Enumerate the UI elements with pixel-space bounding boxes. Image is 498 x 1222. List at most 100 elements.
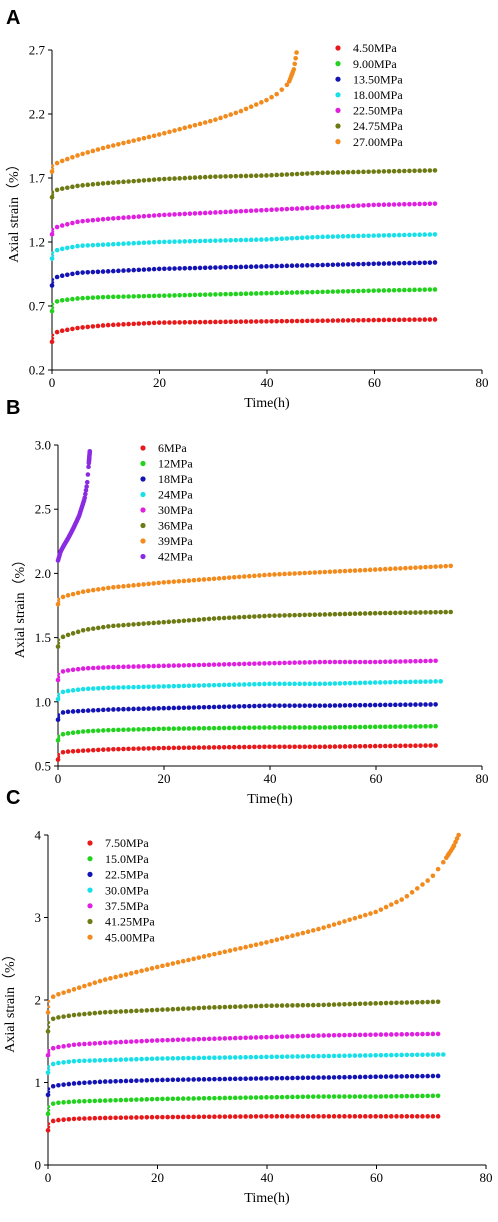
data-point xyxy=(141,746,146,751)
data-point xyxy=(386,317,392,323)
data-point xyxy=(335,289,341,294)
data-point xyxy=(336,1114,342,1119)
data-point xyxy=(151,266,157,272)
data-point xyxy=(302,703,308,708)
data-point xyxy=(284,1034,290,1039)
data-point xyxy=(56,1117,61,1123)
data-point xyxy=(207,238,213,244)
data-point xyxy=(149,1114,155,1120)
data-point xyxy=(106,585,111,591)
data-point xyxy=(212,951,217,957)
data-point xyxy=(201,704,207,710)
legend-label: 22.5MPa xyxy=(105,868,149,882)
data-point xyxy=(196,955,202,960)
legend-label: 41.25MPa xyxy=(105,915,155,929)
data-point xyxy=(292,61,298,67)
data-point xyxy=(51,227,55,231)
data-point xyxy=(330,318,336,323)
data-point xyxy=(75,325,80,331)
data-point xyxy=(423,702,428,707)
data-point xyxy=(407,260,412,266)
data-point xyxy=(71,1081,77,1086)
data-point xyxy=(60,669,66,674)
data-point xyxy=(228,264,234,270)
data-point xyxy=(381,317,387,323)
data-point xyxy=(371,202,376,208)
data-point xyxy=(282,744,287,750)
data-point xyxy=(156,239,162,245)
data-point xyxy=(56,1100,61,1106)
data-point xyxy=(382,702,388,708)
data-point xyxy=(87,1041,92,1046)
data-point xyxy=(258,1003,264,1009)
data-point xyxy=(300,1094,306,1100)
data-point xyxy=(350,203,356,209)
data-point xyxy=(45,1010,51,1015)
data-point xyxy=(172,320,177,325)
data-point xyxy=(386,233,392,238)
data-point xyxy=(154,1007,160,1013)
data-point xyxy=(101,586,106,591)
data-point xyxy=(356,288,361,294)
data-point xyxy=(367,724,373,730)
data-point xyxy=(85,243,91,248)
legend-label: 7.50MPa xyxy=(105,836,149,850)
data-point xyxy=(295,1003,300,1008)
y-tick-label: 0.5 xyxy=(35,759,51,774)
data-point xyxy=(253,1054,259,1060)
data-point xyxy=(377,743,383,749)
data-point xyxy=(131,706,136,712)
data-point xyxy=(216,615,222,621)
data-point xyxy=(398,724,403,729)
data-point xyxy=(201,1055,207,1061)
data-point xyxy=(156,663,161,669)
data-point xyxy=(264,97,269,103)
data-point xyxy=(110,241,116,247)
data-point xyxy=(247,725,252,731)
data-point xyxy=(121,179,126,185)
legend-label: 42MPa xyxy=(158,550,193,564)
data-point xyxy=(167,239,172,245)
data-point xyxy=(357,1032,363,1038)
data-point xyxy=(264,264,269,269)
data-point xyxy=(51,278,55,281)
data-point xyxy=(388,1052,394,1058)
data-point xyxy=(85,627,91,632)
data-point xyxy=(258,941,264,946)
data-point xyxy=(257,744,262,750)
data-point xyxy=(284,206,290,212)
data-point xyxy=(87,1058,92,1063)
data-point xyxy=(352,702,358,708)
data-point xyxy=(90,242,96,248)
data-point xyxy=(146,663,151,669)
data-point xyxy=(342,1001,347,1007)
data-point xyxy=(418,702,423,707)
data-point xyxy=(201,577,207,582)
data-point xyxy=(71,1012,77,1018)
data-point xyxy=(438,564,443,569)
data-point xyxy=(156,706,161,711)
data-point xyxy=(438,609,443,615)
data-point xyxy=(90,269,96,275)
data-point xyxy=(180,958,186,964)
data-point xyxy=(182,211,188,217)
data-point xyxy=(65,156,70,162)
data-point xyxy=(202,238,208,244)
data-point xyxy=(71,1058,77,1064)
data-point xyxy=(212,1036,217,1042)
data-point xyxy=(391,168,397,174)
data-point xyxy=(362,1114,368,1119)
data-point xyxy=(399,1114,404,1119)
data-point xyxy=(146,240,152,245)
data-point xyxy=(292,703,297,708)
data-point xyxy=(383,1094,389,1099)
data-point xyxy=(413,679,418,685)
data-point xyxy=(377,610,383,616)
data-point xyxy=(345,318,351,323)
data-point xyxy=(217,950,222,956)
data-point xyxy=(258,1095,264,1100)
data-point xyxy=(201,683,207,688)
data-point xyxy=(149,966,155,971)
